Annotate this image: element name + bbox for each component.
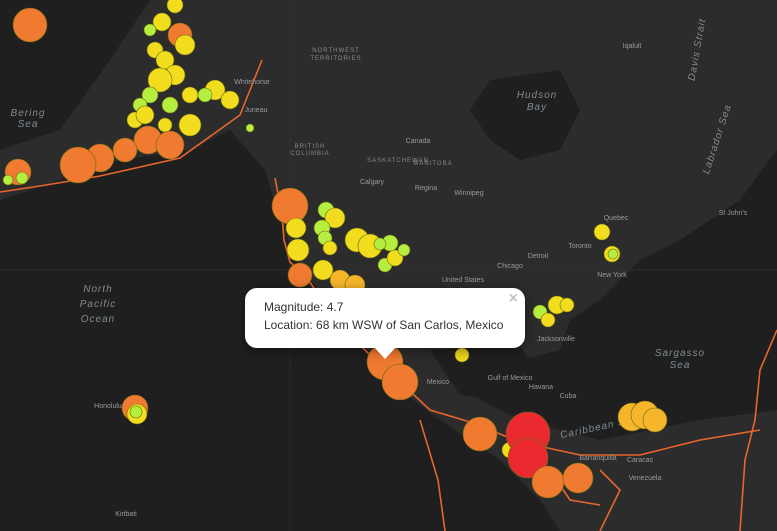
earthquake-marker[interactable] bbox=[607, 248, 619, 260]
earthquake-marker[interactable] bbox=[166, 0, 184, 14]
earthquake-marker[interactable] bbox=[287, 262, 313, 288]
map-label: Barranquilla bbox=[579, 455, 616, 462]
popup-close[interactable]: × bbox=[508, 290, 518, 307]
earthquake-marker[interactable] bbox=[540, 312, 556, 328]
popup: Magnitude: 4.7 Location: 68 km WSW of Sa… bbox=[245, 288, 525, 359]
map-label: North bbox=[83, 284, 112, 295]
earthquake-marker[interactable] bbox=[143, 23, 157, 37]
map-label: Sea bbox=[670, 360, 691, 371]
map-label: TERRITORIES bbox=[310, 56, 361, 62]
earthquake-marker[interactable] bbox=[129, 405, 143, 419]
earthquake-marker[interactable] bbox=[285, 217, 307, 239]
map-label: Cuba bbox=[560, 393, 577, 400]
map-label: Regina bbox=[415, 185, 437, 192]
earthquake-marker[interactable] bbox=[174, 34, 196, 56]
map-label: Detroit bbox=[528, 253, 549, 260]
map-label: COLUMBIA bbox=[290, 151, 329, 157]
map-label: NORTHWEST bbox=[312, 48, 360, 54]
map-label: MANITOBA bbox=[413, 161, 452, 167]
earthquake-marker[interactable] bbox=[373, 237, 387, 251]
earthquake-marker[interactable] bbox=[135, 105, 155, 125]
earthquake-marker[interactable] bbox=[112, 137, 138, 163]
map-label: Whitehorse bbox=[234, 79, 270, 86]
earthquake-marker[interactable] bbox=[559, 297, 575, 313]
map-label: Pacific bbox=[80, 299, 116, 310]
map-label: Chicago bbox=[497, 263, 523, 270]
map-label: Calgary bbox=[360, 179, 385, 186]
earthquake-marker[interactable] bbox=[147, 67, 173, 93]
earthquake-marker[interactable] bbox=[59, 146, 97, 184]
earthquake-marker[interactable] bbox=[462, 416, 498, 452]
map-label: Bering bbox=[11, 108, 46, 119]
earthquake-marker[interactable] bbox=[593, 223, 611, 241]
earthquake-marker[interactable] bbox=[157, 117, 173, 133]
map-label: Gulf of Mexico bbox=[488, 375, 533, 382]
earthquake-marker[interactable] bbox=[2, 174, 14, 186]
map-label: Quebec bbox=[604, 215, 629, 222]
earthquake-marker[interactable] bbox=[197, 87, 213, 103]
earthquake-marker[interactable] bbox=[531, 465, 565, 499]
map-label: New York bbox=[597, 272, 627, 279]
map-label: Bay bbox=[527, 102, 547, 113]
earthquake-marker[interactable] bbox=[161, 96, 179, 114]
earthquake-marker[interactable] bbox=[152, 12, 172, 32]
map-label: Caracas bbox=[627, 457, 654, 464]
map-label: United States bbox=[442, 277, 485, 284]
map-label: Kiribati bbox=[115, 511, 137, 518]
map-label: Mexico bbox=[427, 379, 449, 386]
map-label: Havana bbox=[529, 384, 553, 391]
earthquake-marker[interactable] bbox=[397, 243, 411, 257]
earthquake-marker[interactable] bbox=[562, 462, 594, 494]
map-label: St John's bbox=[719, 210, 748, 217]
earthquake-marker[interactable] bbox=[386, 249, 404, 267]
earthquake-marker[interactable] bbox=[141, 86, 159, 104]
map-label: BRITISH bbox=[295, 144, 326, 150]
earthquake-marker[interactable] bbox=[245, 123, 255, 133]
earthquake-marker[interactable] bbox=[324, 207, 346, 229]
earthquake-marker[interactable] bbox=[381, 363, 419, 401]
earthquake-marker[interactable] bbox=[507, 437, 549, 479]
earthquake-marker[interactable] bbox=[642, 407, 668, 433]
earthquake-marker[interactable] bbox=[322, 240, 338, 256]
earthquake-marker[interactable] bbox=[15, 171, 29, 185]
map-label: Sargasso bbox=[655, 348, 705, 359]
map-label: Winnipeg bbox=[454, 190, 483, 197]
map-label: Hudson bbox=[517, 90, 557, 101]
earthquake-marker[interactable] bbox=[155, 130, 185, 160]
earthquake-marker[interactable] bbox=[271, 187, 309, 225]
map-label: Jacksonville bbox=[537, 336, 575, 343]
popup-tip bbox=[375, 348, 395, 359]
earthquake-marker[interactable] bbox=[312, 259, 334, 281]
earthquake-marker[interactable] bbox=[12, 7, 48, 43]
popup-location: Location: 68 km WSW of San Carlos, Mexic… bbox=[264, 318, 504, 332]
earthquake-marker[interactable] bbox=[454, 347, 470, 363]
map-label: Juneau bbox=[245, 107, 268, 114]
map-label: SASKATCHEWAN bbox=[367, 158, 429, 164]
map-label: Iqaluit bbox=[623, 43, 642, 50]
earthquake-marker[interactable] bbox=[286, 238, 310, 262]
map-label: Sea bbox=[18, 119, 39, 130]
popup-magnitude: Magnitude: 4.7 bbox=[264, 300, 344, 314]
map-label: Ocean bbox=[81, 314, 115, 325]
map-label: Honolulu bbox=[94, 403, 122, 410]
earthquake-marker[interactable] bbox=[178, 113, 202, 137]
map-label: Canada bbox=[406, 138, 431, 145]
map-label: Venezuela bbox=[629, 475, 662, 482]
earthquake-marker[interactable] bbox=[220, 90, 240, 110]
hudson-bay bbox=[470, 70, 580, 160]
map-label: Toronto bbox=[568, 243, 591, 250]
earthquake-marker[interactable] bbox=[181, 86, 199, 104]
